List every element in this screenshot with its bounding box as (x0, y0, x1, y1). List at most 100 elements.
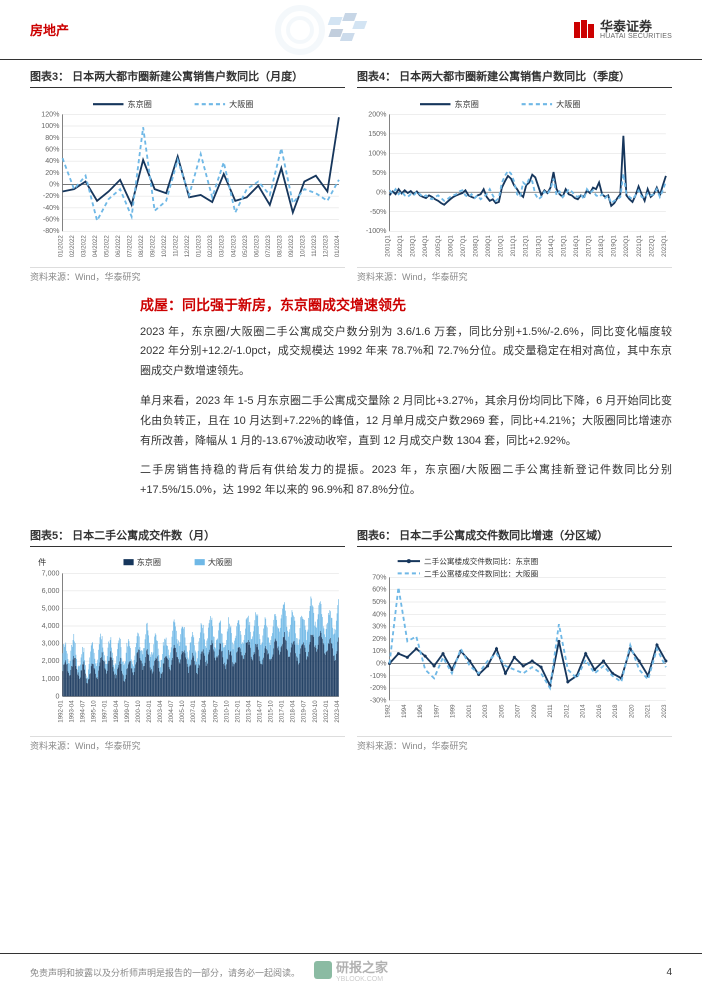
svg-text:09/2022: 09/2022 (150, 235, 157, 258)
svg-text:2000-10: 2000-10 (135, 700, 142, 723)
svg-text:40%: 40% (372, 610, 387, 618)
chart-3: 图表3： 日本两大都市圈新建公寓销售户数同比（月度） 东京圈大阪圈-80%-60… (30, 68, 345, 283)
svg-text:1998-04: 1998-04 (113, 700, 120, 723)
svg-text:03/2023: 03/2023 (219, 235, 226, 258)
svg-text:2014-07: 2014-07 (257, 700, 264, 723)
svg-text:-60%: -60% (43, 216, 60, 224)
svg-text:2021: 2021 (645, 704, 652, 718)
svg-text:2005Q1: 2005Q1 (435, 235, 442, 257)
chart-6: 图表6： 日本二手公寓成交件数同比增速（分区域） 二手公寓楼成交件数同比：东京圈… (357, 527, 672, 752)
svg-text:60%: 60% (45, 145, 60, 153)
svg-text:2009: 2009 (531, 704, 538, 718)
svg-text:2011Q1: 2011Q1 (510, 235, 517, 257)
svg-text:01/2023: 01/2023 (196, 235, 203, 258)
brand-logo: 华泰证券 HUATAI SECURITIES (572, 18, 672, 42)
brand-name-cn: 华泰证券 (600, 20, 672, 33)
svg-text:-10%: -10% (370, 672, 387, 680)
svg-text:2015-10: 2015-10 (268, 700, 275, 723)
svg-text:1996: 1996 (417, 704, 424, 718)
logo-icon (572, 18, 596, 42)
svg-text:04/2022: 04/2022 (92, 235, 99, 258)
svg-text:2003: 2003 (482, 704, 489, 718)
watermark-icon (314, 961, 332, 979)
svg-text:-50%: -50% (370, 208, 387, 216)
watermark: 研报之家 YBLOOK.COM (314, 957, 388, 983)
svg-text:1997-01: 1997-01 (102, 700, 109, 723)
svg-text:20%: 20% (45, 169, 60, 177)
chart-5: 图表5： 日本二手公寓成交件数（月） 件东京圈大阪圈01,0002,0003,0… (30, 527, 345, 752)
svg-text:2017Q1: 2017Q1 (586, 235, 593, 257)
svg-text:4,000: 4,000 (42, 622, 60, 630)
page-header: 房地产 华泰证券 HUATAI SECURITIES (0, 0, 702, 60)
svg-text:2012-01: 2012-01 (234, 700, 241, 723)
svg-text:2020Q1: 2020Q1 (623, 235, 630, 257)
svg-text:2020: 2020 (628, 704, 635, 718)
svg-text:件: 件 (38, 557, 46, 567)
chart-6-source: 资料来源：Wind，华泰研究 (357, 736, 672, 752)
svg-text:-40%: -40% (43, 204, 60, 212)
svg-text:200%: 200% (368, 110, 387, 118)
chart-5-svg: 件东京圈大阪圈01,0002,0003,0004,0005,0006,0007,… (30, 551, 345, 729)
svg-text:07/2023: 07/2023 (265, 235, 272, 258)
svg-text:大阪圈: 大阪圈 (229, 99, 253, 109)
svg-text:0%: 0% (49, 180, 60, 188)
svg-text:-80%: -80% (43, 227, 60, 235)
svg-text:2022Q1: 2022Q1 (648, 235, 655, 257)
svg-text:08/2022: 08/2022 (138, 235, 145, 258)
svg-text:08/2023: 08/2023 (276, 235, 283, 258)
svg-text:5,000: 5,000 (42, 605, 60, 613)
svg-text:2022-01: 2022-01 (323, 700, 330, 723)
svg-text:2008Q1: 2008Q1 (472, 235, 479, 257)
brand-name-en: HUATAI SECURITIES (600, 33, 672, 40)
page-number: 4 (666, 967, 672, 978)
svg-text:2008-04: 2008-04 (201, 700, 208, 723)
svg-text:40%: 40% (45, 157, 60, 165)
svg-text:1999-07: 1999-07 (124, 700, 131, 723)
header-decoration (240, 5, 420, 55)
svg-text:2023-04: 2023-04 (334, 700, 341, 723)
svg-text:1994-07: 1994-07 (80, 700, 87, 723)
svg-text:01/2024: 01/2024 (334, 235, 341, 258)
svg-text:06/2023: 06/2023 (253, 235, 260, 258)
chart-5-title: 图表5： 日本二手公寓成交件数（月） (30, 527, 345, 547)
svg-text:2013Q1: 2013Q1 (535, 235, 542, 257)
svg-text:2023: 2023 (661, 704, 668, 718)
svg-text:2002-01: 2002-01 (146, 700, 153, 723)
chart-3-title: 图表3： 日本两大都市圈新建公寓销售户数同比（月度） (30, 68, 345, 88)
svg-text:2007Q1: 2007Q1 (460, 235, 467, 257)
svg-text:60%: 60% (372, 586, 387, 594)
svg-text:2006Q1: 2006Q1 (447, 235, 454, 257)
svg-text:1999: 1999 (450, 704, 457, 718)
svg-text:10%: 10% (372, 647, 387, 655)
svg-text:1992-01: 1992-01 (58, 700, 65, 723)
svg-text:04/2023: 04/2023 (230, 235, 237, 258)
svg-text:80%: 80% (45, 134, 60, 142)
svg-text:2007: 2007 (515, 704, 522, 718)
svg-text:2013-04: 2013-04 (245, 700, 252, 723)
svg-text:120%: 120% (41, 110, 60, 118)
svg-text:10/2023: 10/2023 (299, 235, 306, 258)
paragraph-3: 二手房销售持稳的背后有供给发力的提振。2023 年，东京圈/大阪圈二手公寓挂新登… (140, 461, 672, 501)
svg-text:1992: 1992 (385, 704, 392, 718)
svg-text:2005-10: 2005-10 (179, 700, 186, 723)
svg-text:2012: 2012 (563, 704, 570, 718)
svg-text:2005: 2005 (498, 704, 505, 718)
svg-text:2002Q1: 2002Q1 (397, 235, 404, 257)
chart-4-title: 图表4： 日本两大都市圈新建公寓销售户数同比（季度） (357, 68, 672, 88)
svg-text:东京圈: 东京圈 (137, 557, 161, 567)
svg-text:2007-01: 2007-01 (190, 700, 197, 723)
svg-text:2014: 2014 (580, 704, 587, 718)
svg-text:-30%: -30% (370, 696, 387, 704)
svg-text:2,000: 2,000 (42, 657, 60, 665)
svg-text:1994: 1994 (401, 704, 408, 718)
svg-text:2019Q1: 2019Q1 (611, 235, 618, 257)
svg-text:-20%: -20% (370, 684, 387, 692)
svg-text:70%: 70% (372, 573, 387, 581)
svg-text:20%: 20% (372, 635, 387, 643)
svg-text:7,000: 7,000 (42, 569, 60, 577)
chart-3-svg: 东京圈大阪圈-80%-60%-40%-20%0%20%40%60%80%100%… (30, 92, 345, 260)
chart-4: 图表4： 日本两大都市圈新建公寓销售户数同比（季度） 东京圈大阪圈-100%-5… (357, 68, 672, 283)
svg-text:150%: 150% (368, 130, 387, 138)
svg-text:12/2023: 12/2023 (322, 235, 329, 258)
svg-text:1993-04: 1993-04 (69, 700, 76, 723)
